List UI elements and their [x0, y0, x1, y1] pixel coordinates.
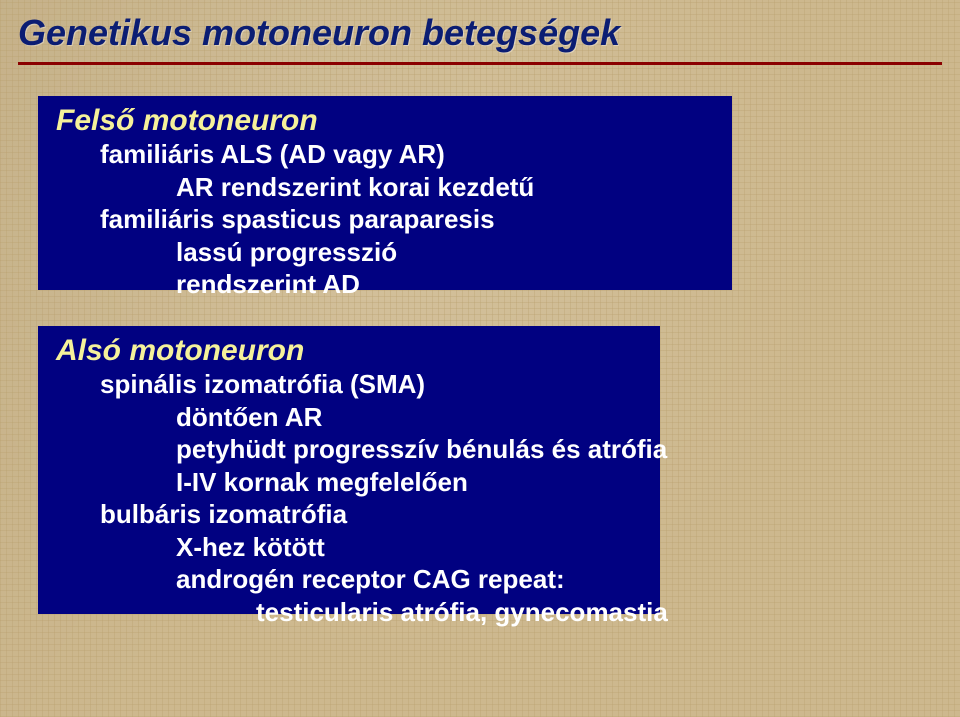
text-line: lassú progresszió [56, 236, 714, 269]
text-line: X-hez kötött [56, 531, 642, 564]
panel2-body: spinális izomatrófia (SMA)döntően ARpety… [56, 368, 642, 628]
panel2-heading: Alsó motoneuron [56, 334, 642, 368]
text-line: I-IV kornak megfelelően [56, 466, 642, 499]
panel1-heading: Felső motoneuron [56, 104, 714, 138]
text-line: AR rendszerint korai kezdetű [56, 171, 714, 204]
text-line: rendszerint AD [56, 268, 714, 301]
text-line: petyhüdt progresszív bénulás és atrófia [56, 433, 642, 466]
panel1-body: familiáris ALS (AD vagy AR)AR rendszerin… [56, 138, 714, 301]
panel-lower-motoneuron: Alsó motoneuron spinális izomatrófia (SM… [38, 326, 660, 614]
slide-title: Genetikus motoneuron betegségek [18, 12, 620, 54]
slide: Genetikus motoneuron betegségek Felső mo… [0, 0, 960, 717]
text-line: familiáris ALS (AD vagy AR) [56, 138, 714, 171]
text-line: androgén receptor CAG repeat: [56, 563, 642, 596]
panel-upper-motoneuron: Felső motoneuron familiáris ALS (AD vagy… [38, 96, 732, 290]
text-line: bulbáris izomatrófia [56, 498, 642, 531]
title-underline [18, 62, 942, 65]
text-line: döntően AR [56, 401, 642, 434]
text-line: spinális izomatrófia (SMA) [56, 368, 642, 401]
text-line: testicularis atrófia, gynecomastia [56, 596, 642, 629]
text-line: familiáris spasticus paraparesis [56, 203, 714, 236]
